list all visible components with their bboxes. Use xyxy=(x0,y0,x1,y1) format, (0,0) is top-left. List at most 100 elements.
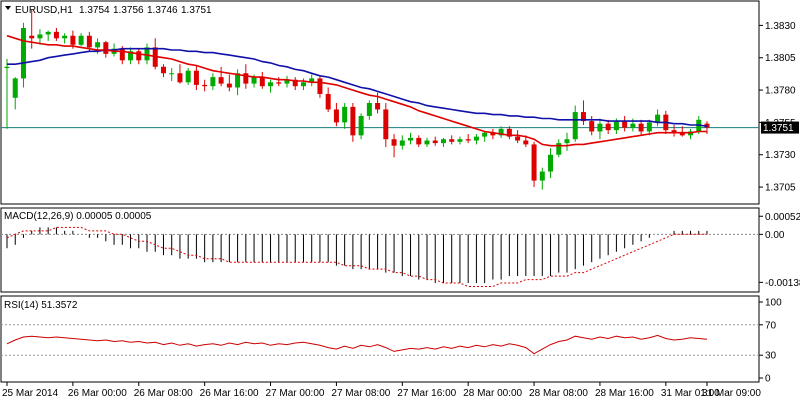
current-price-label: 1.3751 xyxy=(763,123,794,134)
price-tick-label: 1.3730 xyxy=(765,150,796,161)
macd-tick-label: 0.00052 xyxy=(765,212,800,223)
price-tick-label: 1.3705 xyxy=(765,183,796,194)
candle xyxy=(193,65,199,91)
candle xyxy=(473,134,479,145)
macd-tick-label: -0.00138 xyxy=(765,278,800,289)
candle-body xyxy=(136,51,142,61)
candle-body xyxy=(350,106,356,136)
candle xyxy=(4,59,10,129)
candle-body xyxy=(613,121,619,131)
candle-body xyxy=(325,93,331,110)
candle xyxy=(333,103,339,127)
candle xyxy=(564,132,570,151)
candle-body xyxy=(70,35,76,45)
candle-body xyxy=(284,79,290,84)
candle xyxy=(317,75,323,98)
candle-body xyxy=(53,31,59,39)
candle xyxy=(350,103,356,142)
candle xyxy=(605,119,611,135)
time-tick-label: 28 Mar 16:00 xyxy=(595,388,654,399)
time-axis: 25 Mar 2014 26 Mar 00:00 26 Mar 08:00 26 Ma… xyxy=(2,382,761,399)
candle-body xyxy=(498,128,504,136)
candle xyxy=(136,48,142,65)
candle-body xyxy=(473,136,479,141)
candle-body xyxy=(564,139,570,144)
candle xyxy=(490,128,496,140)
time-tick-label: 27 Mar 00:00 xyxy=(266,388,325,399)
rsi-tick-label: 0 xyxy=(765,374,771,385)
time-tick-label: 28 Mar 08:00 xyxy=(529,388,588,399)
rsi-tick-label: 70 xyxy=(765,320,777,331)
price-tick-label: 1.3830 xyxy=(765,21,796,32)
candle xyxy=(20,22,26,88)
candle-body xyxy=(29,35,35,39)
candle xyxy=(622,115,628,132)
rsi-title: RSI(14) 51.3572 xyxy=(4,300,78,311)
candle xyxy=(62,33,68,44)
candle-body xyxy=(556,143,562,155)
candle xyxy=(342,103,348,129)
candle xyxy=(449,135,455,145)
candle xyxy=(572,105,578,142)
candle-body xyxy=(62,35,68,39)
chart-title: EURUSD,H1 xyxy=(15,5,73,16)
candle-body xyxy=(309,78,315,83)
candle-body xyxy=(449,139,455,142)
candle xyxy=(671,124,677,137)
macd-tick-label: 0.00 xyxy=(765,230,785,241)
candle xyxy=(408,132,414,145)
candle xyxy=(597,118,603,140)
time-tick-label: 31 Mar 01:00 xyxy=(661,388,720,399)
candle-body xyxy=(679,132,685,136)
candle xyxy=(679,126,685,137)
candle xyxy=(177,64,183,84)
candle-body xyxy=(251,77,257,84)
candle-body xyxy=(4,66,10,69)
candle xyxy=(358,113,364,140)
candle xyxy=(391,134,397,158)
candle xyxy=(268,79,274,93)
candle-body xyxy=(572,112,578,140)
dropdown-triangle-icon[interactable] xyxy=(5,6,11,10)
candle-body xyxy=(144,47,150,61)
candle xyxy=(45,30,51,41)
candle-body xyxy=(432,140,438,144)
slow-moving-average-line xyxy=(7,47,708,128)
candle xyxy=(424,137,430,147)
candle-body xyxy=(292,79,298,87)
candle-body xyxy=(597,123,603,132)
candle xyxy=(160,64,166,78)
candle-body xyxy=(589,121,595,132)
candle-body xyxy=(408,137,414,141)
candle-body xyxy=(383,109,389,140)
candle-body xyxy=(482,132,488,137)
rsi-tick-label: 30 xyxy=(765,351,777,362)
candle xyxy=(284,75,290,88)
ohlc-low: 1.3746 xyxy=(147,5,178,16)
candle-body xyxy=(671,130,677,133)
candle-body xyxy=(45,31,51,35)
candle-body xyxy=(333,109,339,123)
price-tick-label: 1.3780 xyxy=(765,86,796,97)
candle xyxy=(12,77,18,110)
candle-body xyxy=(506,128,512,137)
candle xyxy=(276,77,282,87)
candle xyxy=(457,136,463,145)
candle-body xyxy=(580,112,586,122)
candle-body xyxy=(548,154,554,172)
candle xyxy=(498,126,504,138)
ohlc-open: 1.3754 xyxy=(79,5,110,16)
candle-body xyxy=(235,73,241,88)
time-tick-label: 26 Mar 00:00 xyxy=(68,388,127,399)
candle xyxy=(638,119,644,136)
candle-body xyxy=(210,77,216,87)
candle-body xyxy=(622,121,628,128)
candle xyxy=(539,167,545,190)
candle-body xyxy=(539,171,545,181)
time-tick-label: 27 Mar 16:00 xyxy=(397,388,456,399)
candle xyxy=(440,137,446,147)
macd-signal-line xyxy=(6,226,707,287)
macd-axis: 0.00052 0.00 -0.00138 xyxy=(759,212,800,289)
candle xyxy=(210,73,216,91)
candle xyxy=(226,74,232,92)
